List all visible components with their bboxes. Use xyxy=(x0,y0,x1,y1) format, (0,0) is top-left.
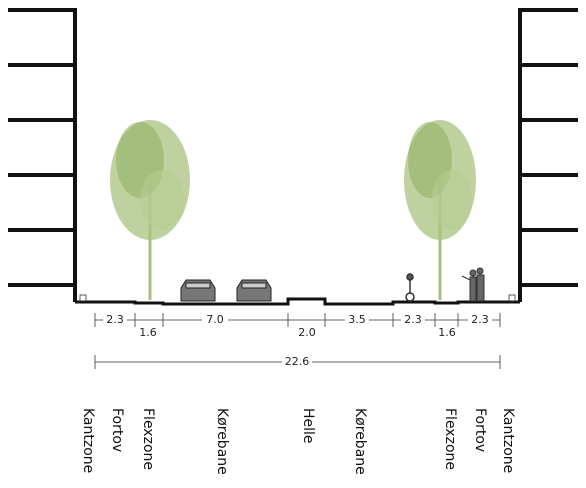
zone-label: Kørebane xyxy=(214,408,230,475)
tree xyxy=(404,120,476,300)
zone-label: Helle xyxy=(300,408,316,444)
right-building xyxy=(518,8,578,302)
corner-mark xyxy=(508,294,516,302)
zone-label: Kørebane xyxy=(352,408,368,475)
left-building xyxy=(8,8,77,302)
zone-label: Fortov xyxy=(472,408,488,452)
dimension: 1.6 xyxy=(438,326,456,339)
zone-label: Flexzone xyxy=(442,408,458,470)
total-dimension: 22.6 xyxy=(285,355,310,368)
zone-label: Kantzone xyxy=(500,408,516,473)
cyclist xyxy=(405,273,415,302)
dimension-labels: 2.3 1.6 7.0 2.0 3.5 2.3 1.6 2.3 22.6 xyxy=(103,313,492,369)
dimension: 2.3 xyxy=(404,313,422,326)
pedestrians xyxy=(461,267,485,302)
zone-label: Kantzone xyxy=(80,408,96,473)
zone-labels: Kantzone Fortov Flexzone Kørebane Helle … xyxy=(80,408,516,475)
dimension: 2.0 xyxy=(298,326,316,339)
dimension: 3.5 xyxy=(348,313,366,326)
corner-mark xyxy=(79,294,87,302)
zone-label: Fortov xyxy=(109,408,125,452)
car xyxy=(236,279,272,302)
tree xyxy=(110,120,190,300)
dimension: 2.3 xyxy=(471,313,489,326)
dimension: 7.0 xyxy=(206,313,224,326)
dimension: 1.6 xyxy=(139,326,157,339)
dimension: 2.3 xyxy=(106,313,124,326)
car xyxy=(180,279,216,302)
zone-label: Flexzone xyxy=(140,408,156,470)
ground-profile xyxy=(75,297,520,306)
